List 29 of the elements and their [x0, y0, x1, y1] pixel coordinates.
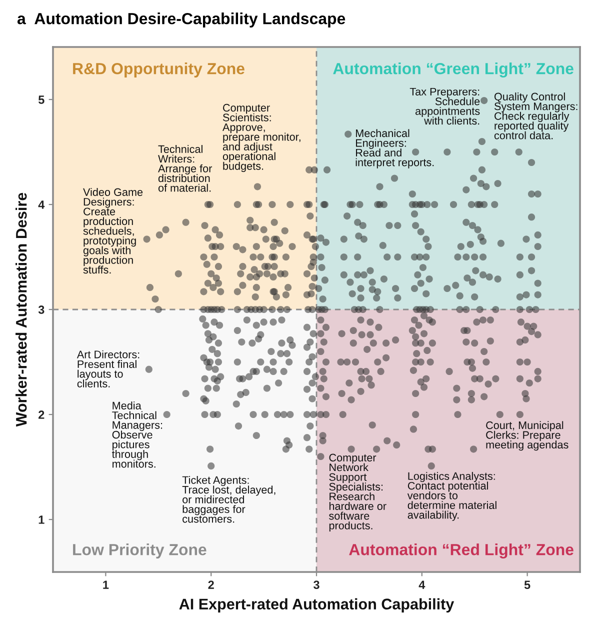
annotation: Computer Scientists: Approve, prepare monitor, and adjust operational budgets. — [222, 104, 300, 172]
x-tick-label: 5 — [524, 580, 530, 590]
annotation: Art Directors: Present final layouts to clients. — [76, 350, 140, 388]
annotation: Court, Municipal Clerks: Prepare meeting agendas — [486, 421, 568, 451]
y-tick-label: 5 — [38, 96, 44, 104]
x-axis-title: AI Expert-rated Automation Capability — [179, 598, 454, 613]
x-tick-label: 3 — [313, 580, 320, 590]
text: Video Game Designers: Create production scheduels, prototyping goals with production stuffs. — [83, 188, 143, 274]
chart-title: a Automation Desire-Capability Landscape — [17, 12, 346, 28]
annotation: Technical Writers: Arrange for distribution of material. — [158, 145, 212, 192]
annotation: Computer Network Support Specialists: Research hardware or software products. — [329, 454, 386, 532]
y-tick-label: 1 — [38, 516, 44, 524]
band-label: Low Priority Zone — [73, 544, 206, 558]
y-tick-label: 3 — [38, 306, 44, 314]
annotation: Ticket Agents: Trace lost, delayed, or midirected baggages for customers. — [182, 476, 276, 523]
annotation: Mechanical Engineers: Read and interpret reports. — [356, 129, 434, 168]
annotation: Logistics Analysts: Contact potential vendors to determine material availability. — [407, 472, 496, 521]
band-label: R&D Opportunity Zone — [73, 62, 244, 78]
y-tick-label: 4 — [38, 200, 45, 209]
x-tick-label: 2 — [208, 580, 214, 589]
annotation: Media Technical Managers: Observe pictures through monitors. — [112, 402, 162, 468]
y-axis-title: Worker-rated Automation Desire — [16, 192, 27, 427]
annotation: Tax Preparers: Schedule appointments with clients. — [410, 88, 480, 125]
x-tick-label: 1 — [103, 580, 109, 589]
x-tick-label: 4 — [418, 580, 426, 589]
band-label: Automation “Red Light” Zone — [349, 544, 574, 558]
band-label: Automation “Green Light” Zone — [333, 62, 574, 78]
y-tick-label: 2 — [38, 410, 44, 419]
annotation: Quality Control System Mangers: Check regularly reported quality control data. — [494, 92, 578, 140]
